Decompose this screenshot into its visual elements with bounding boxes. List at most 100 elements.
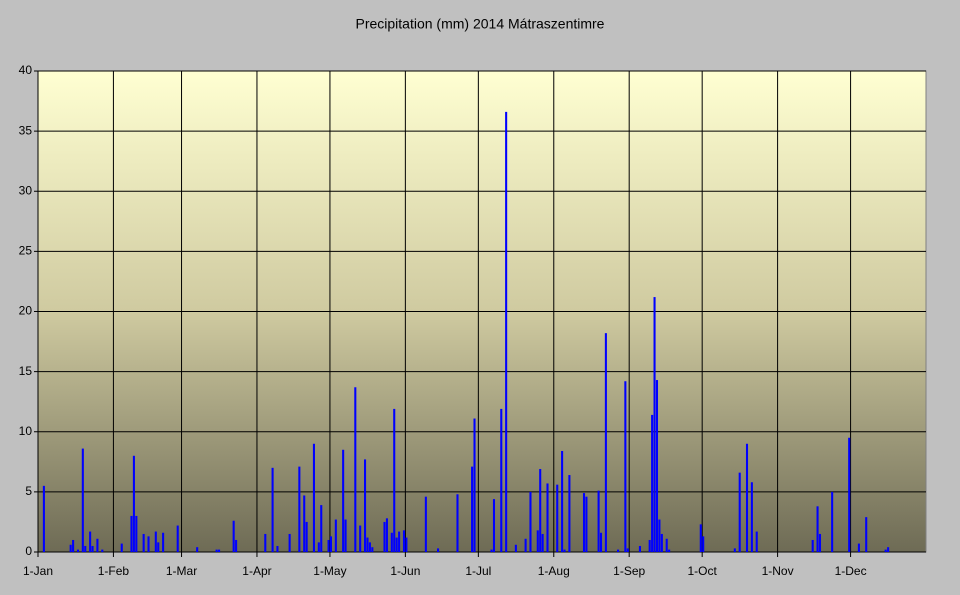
bar xyxy=(154,531,157,552)
bar xyxy=(699,524,702,552)
bar xyxy=(120,543,123,552)
bar xyxy=(655,380,659,552)
x-tick-label: 1-May xyxy=(313,564,346,578)
bar xyxy=(142,533,145,552)
x-tick-label: 1-Feb xyxy=(98,564,130,578)
y-tick-label: 40 xyxy=(19,63,33,77)
bar xyxy=(546,483,549,552)
bar xyxy=(665,538,668,552)
bar xyxy=(505,111,508,552)
chart-title: Precipitation (mm) 2014 Mátraszentimre xyxy=(356,16,605,32)
bar xyxy=(96,538,99,552)
bar xyxy=(344,519,347,552)
bar xyxy=(366,537,369,552)
bar xyxy=(385,518,388,552)
x-tick-label: 1-Mar xyxy=(166,564,197,578)
bar xyxy=(342,449,345,552)
bar xyxy=(395,537,398,552)
x-tick-label: 1-Jul xyxy=(465,564,491,578)
bar xyxy=(831,491,834,552)
bar xyxy=(354,387,357,552)
x-tick-label: 1-Oct xyxy=(688,564,718,578)
bar xyxy=(471,466,474,552)
y-tick-label: 5 xyxy=(25,484,32,498)
x-tick-label: 1-Sep xyxy=(613,564,645,578)
bar xyxy=(811,539,814,552)
bar xyxy=(500,408,503,552)
bar xyxy=(755,531,758,552)
bar xyxy=(473,418,476,552)
bar xyxy=(556,484,559,552)
bar xyxy=(218,549,221,552)
bar xyxy=(738,472,741,552)
bar xyxy=(651,414,654,552)
bar xyxy=(405,537,408,552)
bar xyxy=(884,549,887,552)
bar xyxy=(514,544,517,552)
bar xyxy=(541,533,544,552)
bar xyxy=(91,545,94,552)
bar xyxy=(317,542,320,552)
bar xyxy=(733,548,736,552)
x-tick-label: 1-Apr xyxy=(242,564,271,578)
bar xyxy=(402,530,405,552)
bar xyxy=(327,539,330,552)
bar xyxy=(132,455,135,552)
bar xyxy=(568,475,571,552)
bar xyxy=(89,531,92,552)
bar xyxy=(653,297,656,552)
y-tick-label: 20 xyxy=(19,304,33,318)
y-tick-label: 0 xyxy=(25,544,32,558)
bar xyxy=(312,443,315,552)
bar xyxy=(81,448,84,552)
bar xyxy=(638,545,641,552)
y-tick-label: 15 xyxy=(19,364,33,378)
bar xyxy=(524,538,527,552)
bar xyxy=(135,515,138,552)
bar xyxy=(329,536,333,552)
bar xyxy=(393,408,396,552)
bar xyxy=(585,496,588,552)
bar xyxy=(750,482,753,552)
bar xyxy=(276,545,279,552)
bar xyxy=(529,491,532,552)
bar xyxy=(561,450,564,552)
bar xyxy=(235,539,238,552)
bar xyxy=(176,525,179,552)
bar xyxy=(215,549,218,552)
y-tick-label: 30 xyxy=(19,183,33,197)
bar xyxy=(288,533,291,552)
y-tick-label: 25 xyxy=(19,244,33,258)
bar xyxy=(436,548,440,552)
bar xyxy=(383,521,386,552)
bar xyxy=(72,539,75,552)
x-tick-label: 1-Jun xyxy=(390,564,420,578)
bar xyxy=(648,539,651,552)
bar xyxy=(232,520,235,552)
bar xyxy=(604,333,607,552)
bar xyxy=(101,549,104,552)
bar xyxy=(818,533,822,552)
bar xyxy=(624,381,627,552)
x-tick-label: 1-Aug xyxy=(538,564,570,578)
bar xyxy=(84,545,87,552)
bar xyxy=(658,519,661,552)
bar xyxy=(536,530,539,552)
bar xyxy=(305,521,308,552)
bar xyxy=(668,549,671,552)
bar xyxy=(702,536,705,552)
bar xyxy=(539,469,542,552)
bar xyxy=(582,493,586,552)
bar xyxy=(865,517,868,552)
bar xyxy=(390,532,393,552)
bar xyxy=(264,533,267,552)
bar xyxy=(271,467,274,552)
bar xyxy=(492,499,496,552)
bar xyxy=(298,466,301,552)
bar xyxy=(162,532,165,552)
x-tick-label: 1-Jan xyxy=(23,564,53,578)
bar xyxy=(424,496,427,552)
bar xyxy=(364,459,367,552)
bar xyxy=(617,549,620,552)
